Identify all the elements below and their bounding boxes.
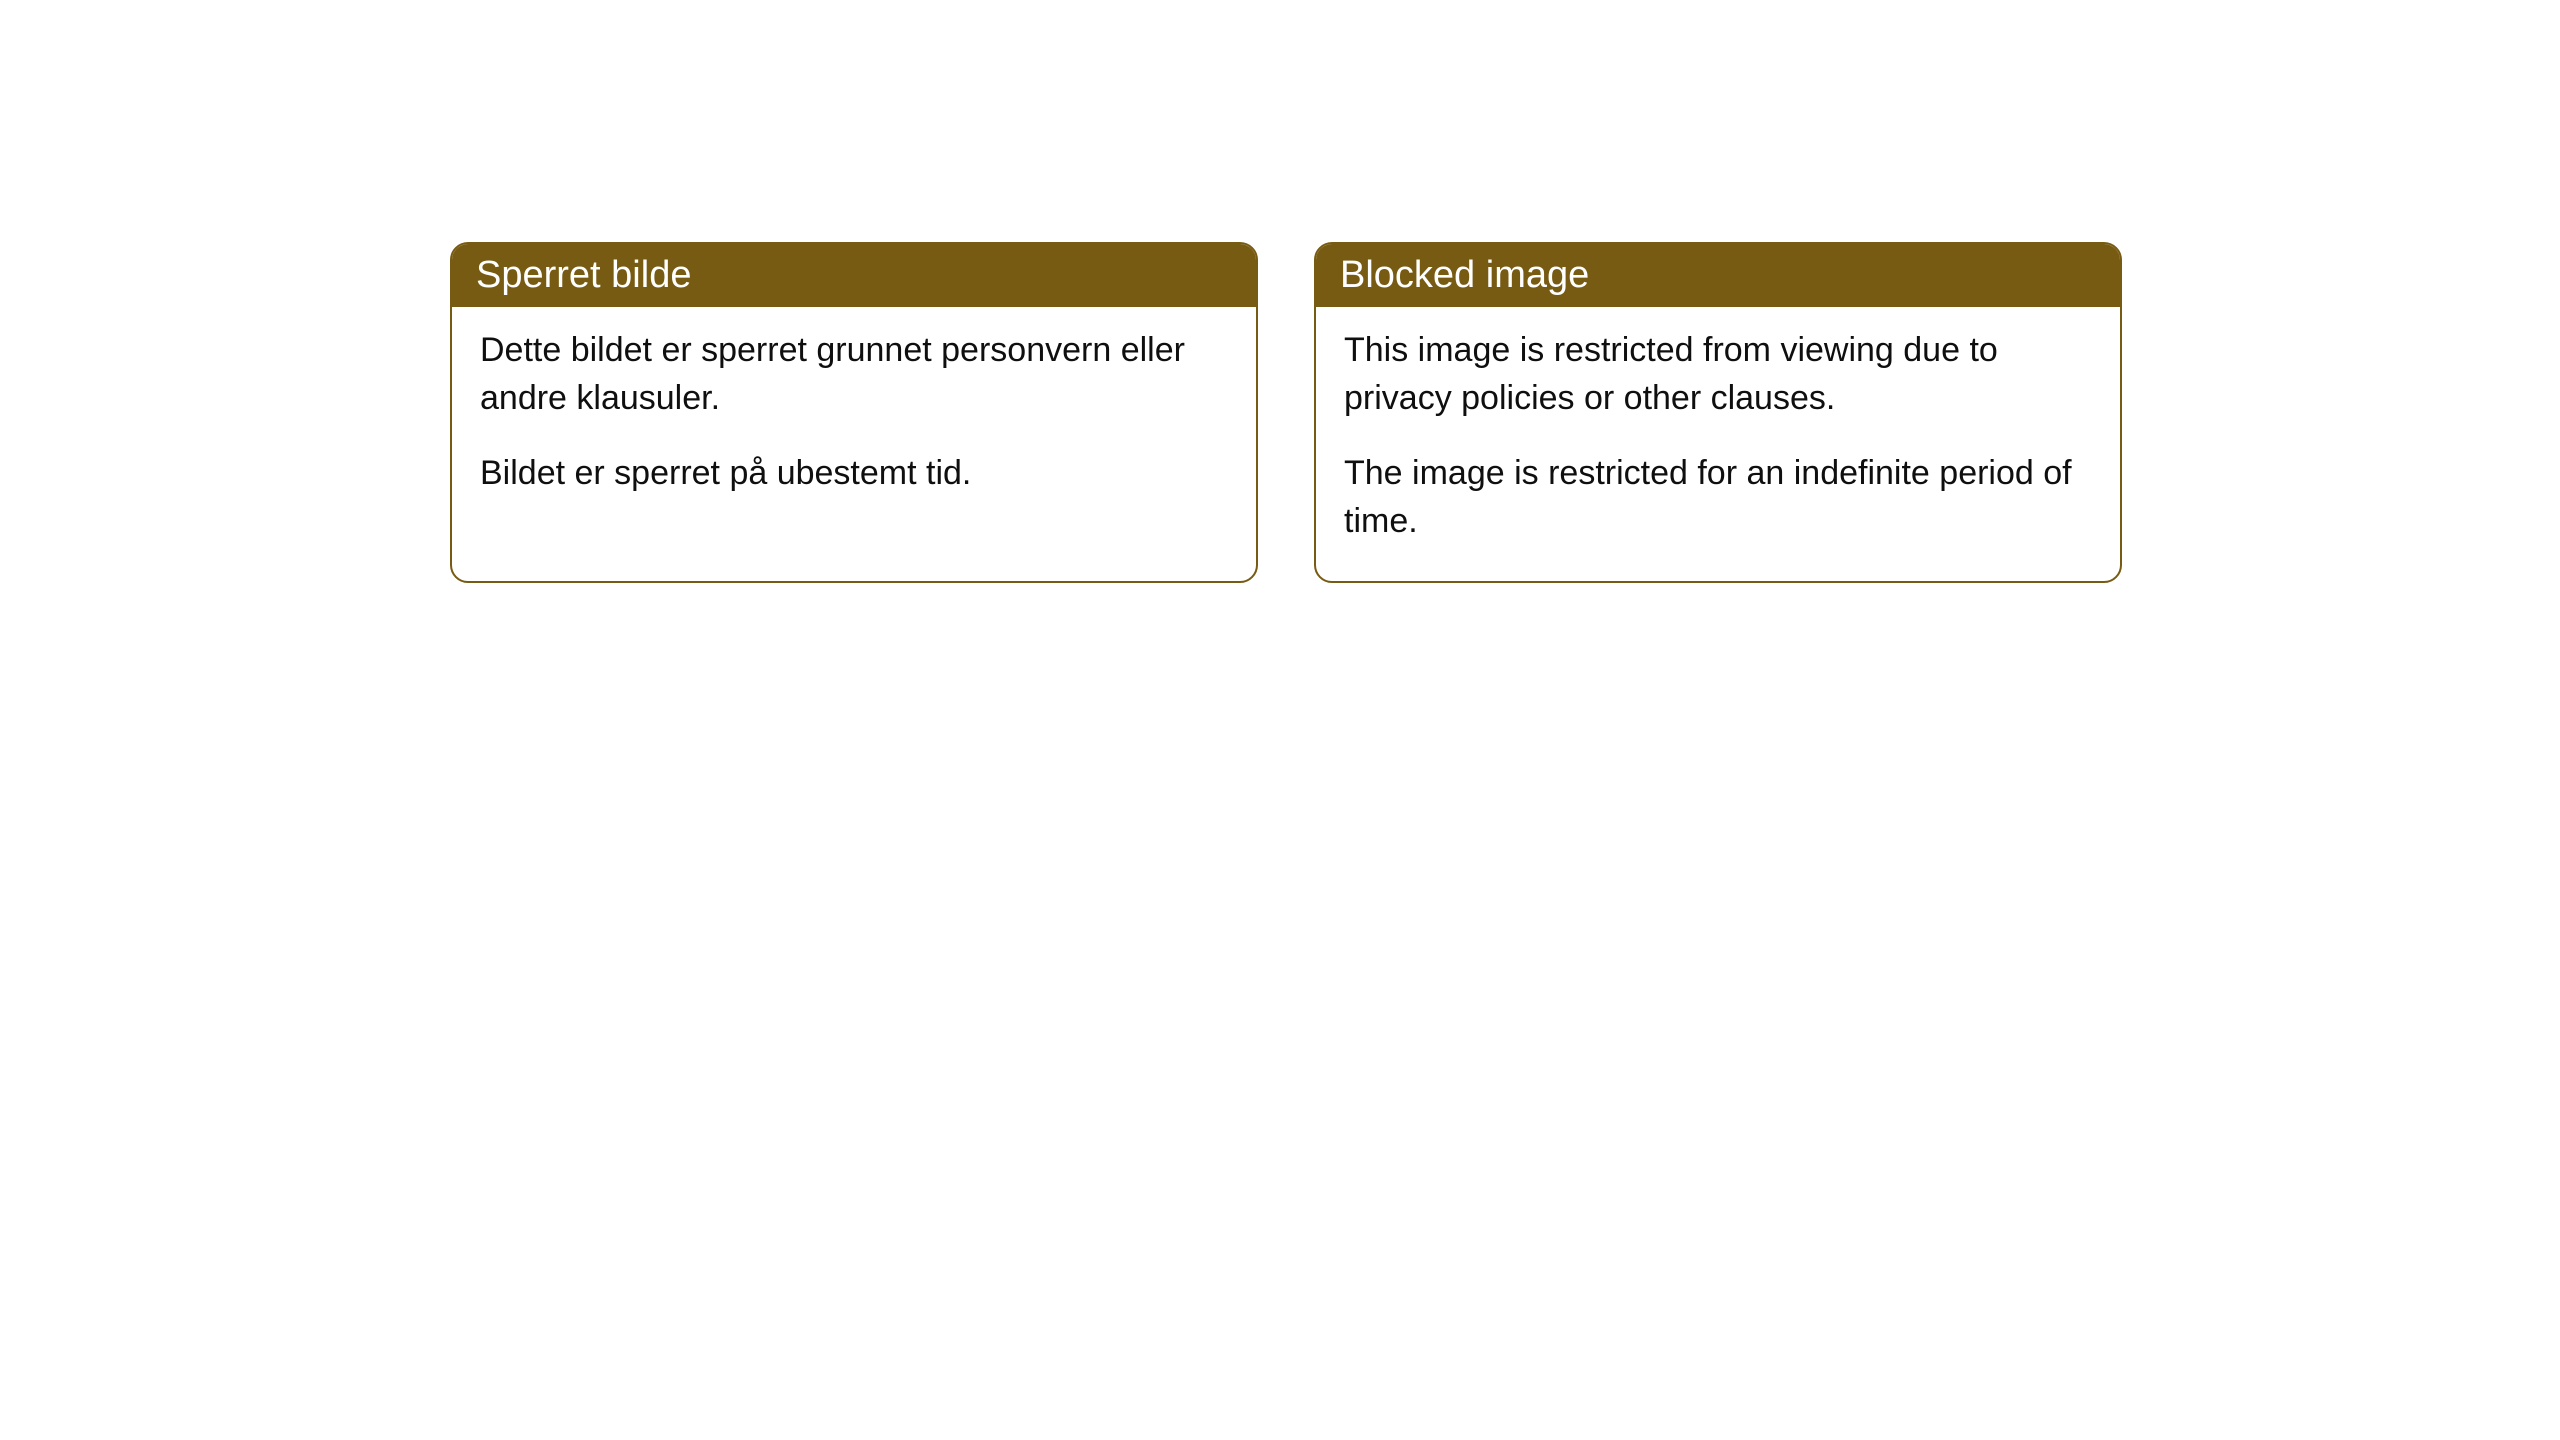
card-body-no: Dette bildet er sperret grunnet personve… (452, 307, 1256, 534)
card-text-en-1: This image is restricted from viewing du… (1344, 327, 2092, 422)
card-body-en: This image is restricted from viewing du… (1316, 307, 2120, 581)
notice-cards-container: Sperret bilde Dette bildet er sperret gr… (450, 242, 2122, 583)
card-title-en: Blocked image (1340, 254, 1589, 296)
card-header-en: Blocked image (1316, 244, 2120, 307)
card-text-en-2: The image is restricted for an indefinit… (1344, 450, 2092, 545)
blocked-image-card-no: Sperret bilde Dette bildet er sperret gr… (450, 242, 1258, 583)
card-title-no: Sperret bilde (476, 254, 691, 296)
card-text-no-2: Bildet er sperret på ubestemt tid. (480, 450, 1228, 498)
card-text-no-1: Dette bildet er sperret grunnet personve… (480, 327, 1228, 422)
card-header-no: Sperret bilde (452, 244, 1256, 307)
blocked-image-card-en: Blocked image This image is restricted f… (1314, 242, 2122, 583)
